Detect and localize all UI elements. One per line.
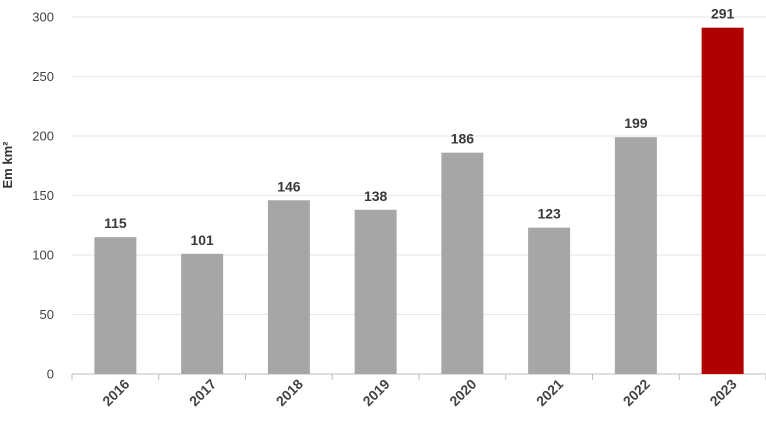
data-labels: 115 101 146 138 186 123 199 291 bbox=[104, 6, 734, 248]
bar-2018 bbox=[267, 200, 310, 374]
x-tick-label-2018: 2018 bbox=[273, 376, 306, 409]
y-tick-label: 250 bbox=[32, 69, 54, 84]
y-tick-label: 150 bbox=[32, 188, 54, 203]
y-tick-label: 300 bbox=[32, 10, 54, 25]
bar-2016 bbox=[94, 237, 137, 374]
x-tick-label-2023: 2023 bbox=[706, 376, 739, 409]
data-label-2022: 199 bbox=[624, 115, 648, 131]
y-tick-label: 200 bbox=[32, 129, 54, 144]
y-axis-label: Em km² bbox=[0, 141, 15, 189]
bar-2022 bbox=[614, 137, 657, 374]
data-label-2021: 123 bbox=[537, 206, 561, 222]
data-label-2018: 146 bbox=[277, 178, 301, 194]
y-tick-label: 0 bbox=[47, 367, 54, 382]
y-axis-ticks: 0 50 100 150 200 250 300 bbox=[32, 10, 54, 382]
x-tick-label-2021: 2021 bbox=[533, 376, 566, 409]
data-label-2017: 101 bbox=[190, 232, 214, 248]
bars bbox=[94, 27, 744, 375]
bar-2020 bbox=[441, 152, 484, 374]
y-tick-label: 100 bbox=[32, 248, 54, 263]
data-label-2020: 186 bbox=[451, 131, 475, 147]
x-tick-label-2017: 2017 bbox=[186, 376, 219, 409]
data-label-2016: 115 bbox=[104, 215, 127, 231]
y-tick-label: 50 bbox=[40, 307, 54, 322]
x-tick-label-2019: 2019 bbox=[359, 376, 392, 409]
x-tick-label-2020: 2020 bbox=[446, 376, 479, 409]
x-tick-label-2016: 2016 bbox=[99, 376, 132, 409]
data-label-2019: 138 bbox=[364, 188, 388, 204]
x-tick-label-2022: 2022 bbox=[620, 376, 653, 409]
x-axis-ticks: 2016 2017 2018 2019 2020 2021 2022 2023 bbox=[99, 376, 740, 409]
bar-2023 bbox=[701, 27, 744, 375]
bar-2017 bbox=[181, 253, 224, 374]
data-label-2023: 291 bbox=[711, 6, 735, 22]
bar-2021 bbox=[528, 227, 571, 374]
bar-2019 bbox=[354, 209, 397, 374]
gridlines bbox=[71, 16, 766, 380]
